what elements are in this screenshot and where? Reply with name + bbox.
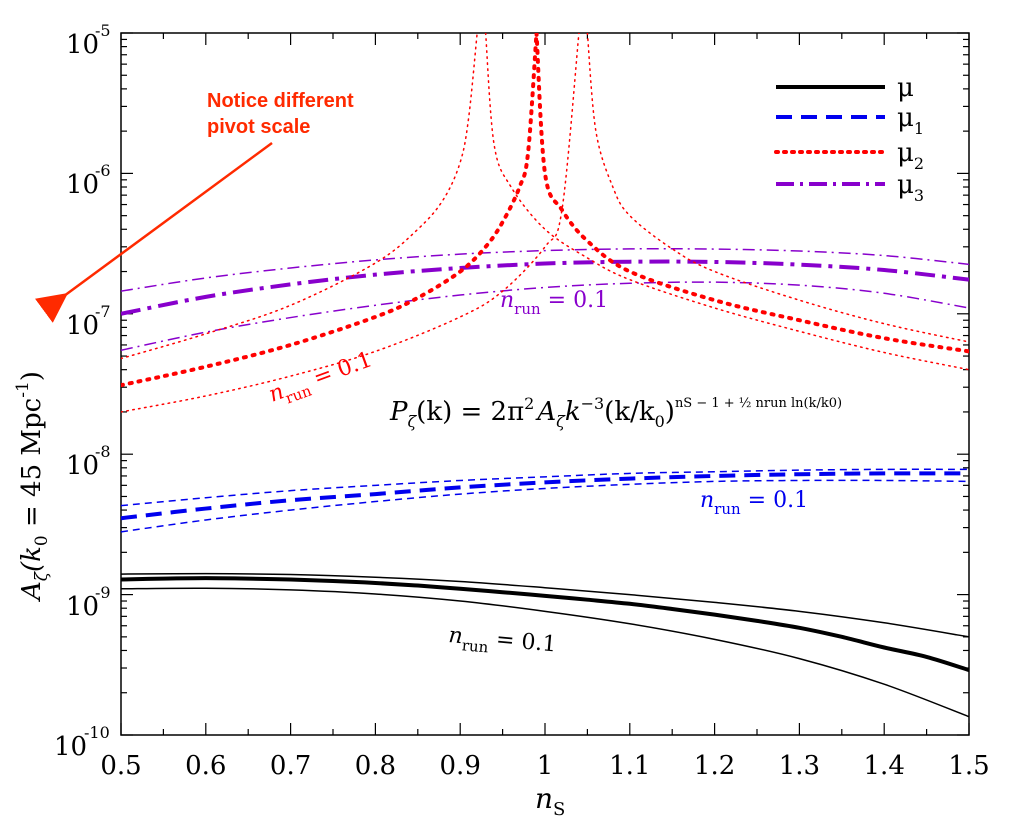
annotation-nrun-mu1: nrun = 0.1 xyxy=(700,488,808,518)
x-tick-label: 0.9 xyxy=(440,751,481,781)
callout-line2: pivot scale xyxy=(207,116,310,138)
y-tick-base: 10 xyxy=(54,732,87,762)
y-tick-base: 10 xyxy=(66,311,99,341)
y-tick-exp: -5 xyxy=(95,21,111,40)
x-tick-label: 1.4 xyxy=(864,751,905,781)
x-tick-label: 0.8 xyxy=(355,751,396,781)
x-tick-label: 1.3 xyxy=(779,751,820,781)
series-line-mu3 xyxy=(121,281,969,351)
legend-label-mu: μ xyxy=(897,73,914,103)
series-group xyxy=(121,33,969,718)
x-tick-label: 0.5 xyxy=(100,751,141,781)
y-tick-base: 10 xyxy=(66,30,99,60)
legend-label-mu1: μ1 xyxy=(897,103,924,138)
callout-line1: Notice different xyxy=(207,90,354,112)
y-tick-exp: -6 xyxy=(95,161,111,180)
y-tick-label: 10 -10 xyxy=(54,723,110,762)
legend: μ μ1 μ2 μ3 xyxy=(774,73,924,205)
y-tick-base: 10 xyxy=(66,592,99,622)
callout-arrow xyxy=(34,141,273,323)
equation: Pζ(k) = 2π2 Aζk−3(k/k0)nS − 1 + ½ nrun ln… xyxy=(389,394,842,431)
callout: Notice different pivot scale xyxy=(34,90,354,323)
x-tick-label: 1.5 xyxy=(948,751,989,781)
series-line-mu3 xyxy=(121,259,969,316)
annotation-nrun-mu2: nrun = 0.1 xyxy=(266,347,378,412)
y-tick-exp: -7 xyxy=(95,302,111,321)
x-tick-label: 0.7 xyxy=(270,751,311,781)
series-line-mu1 xyxy=(121,468,969,507)
y-tick-label: 10 -7 xyxy=(66,302,111,341)
y-tick-label: 10 -5 xyxy=(66,21,111,60)
series-line-mu2 xyxy=(586,33,969,343)
series-line-mu2 xyxy=(121,33,478,360)
series-line-mu1 xyxy=(121,479,969,533)
x-tick-label: 1.1 xyxy=(609,751,650,781)
y-tick-base: 10 xyxy=(66,451,99,481)
series-line-mu1 xyxy=(121,471,969,521)
y-tick-exp: -10 xyxy=(84,723,110,742)
y-tick-exp: -9 xyxy=(95,583,111,602)
y-axis-label: Aζ(k0 = 45 Mpc-1) xyxy=(13,371,52,602)
x-tick-labels: 0.5 0.6 0.7 0.8 0.9 1 1.1 1.2 1.3 1.4 1.… xyxy=(100,751,989,781)
legend-label-mu3: μ3 xyxy=(897,170,924,205)
series-line-mu2 xyxy=(484,33,969,371)
series-line-mu2 xyxy=(534,33,969,354)
y-tick-label: 10 -6 xyxy=(66,161,111,200)
series-line-mu xyxy=(121,576,969,672)
x-axis-label: nS xyxy=(535,782,565,819)
y-tick-labels: 10 -10 10 -9 10 -8 10 -7 10 -6 10 -5 xyxy=(54,21,111,762)
plot-frame xyxy=(120,32,970,736)
y-tick-base: 10 xyxy=(66,170,99,200)
x-tick-label: 0.6 xyxy=(185,751,226,781)
series-line-mu2 xyxy=(121,33,539,388)
y-tick-exp: -8 xyxy=(95,442,111,461)
x-tick-label: 1 xyxy=(537,751,554,781)
series-line-mu xyxy=(121,572,969,638)
y-tick-label: 10 -9 xyxy=(66,583,111,622)
annotation-nrun-mu3: nrun = 0.1 xyxy=(500,288,608,318)
y-tick-label: 10 -8 xyxy=(66,442,111,481)
series-line-mu3 xyxy=(121,247,969,292)
axis-ticks xyxy=(120,32,970,736)
series-line-mu xyxy=(121,587,969,718)
x-tick-label: 1.2 xyxy=(694,751,735,781)
legend-label-mu2: μ2 xyxy=(897,138,924,173)
annotation-nrun-mu: nrun = 0.1 xyxy=(447,623,557,662)
